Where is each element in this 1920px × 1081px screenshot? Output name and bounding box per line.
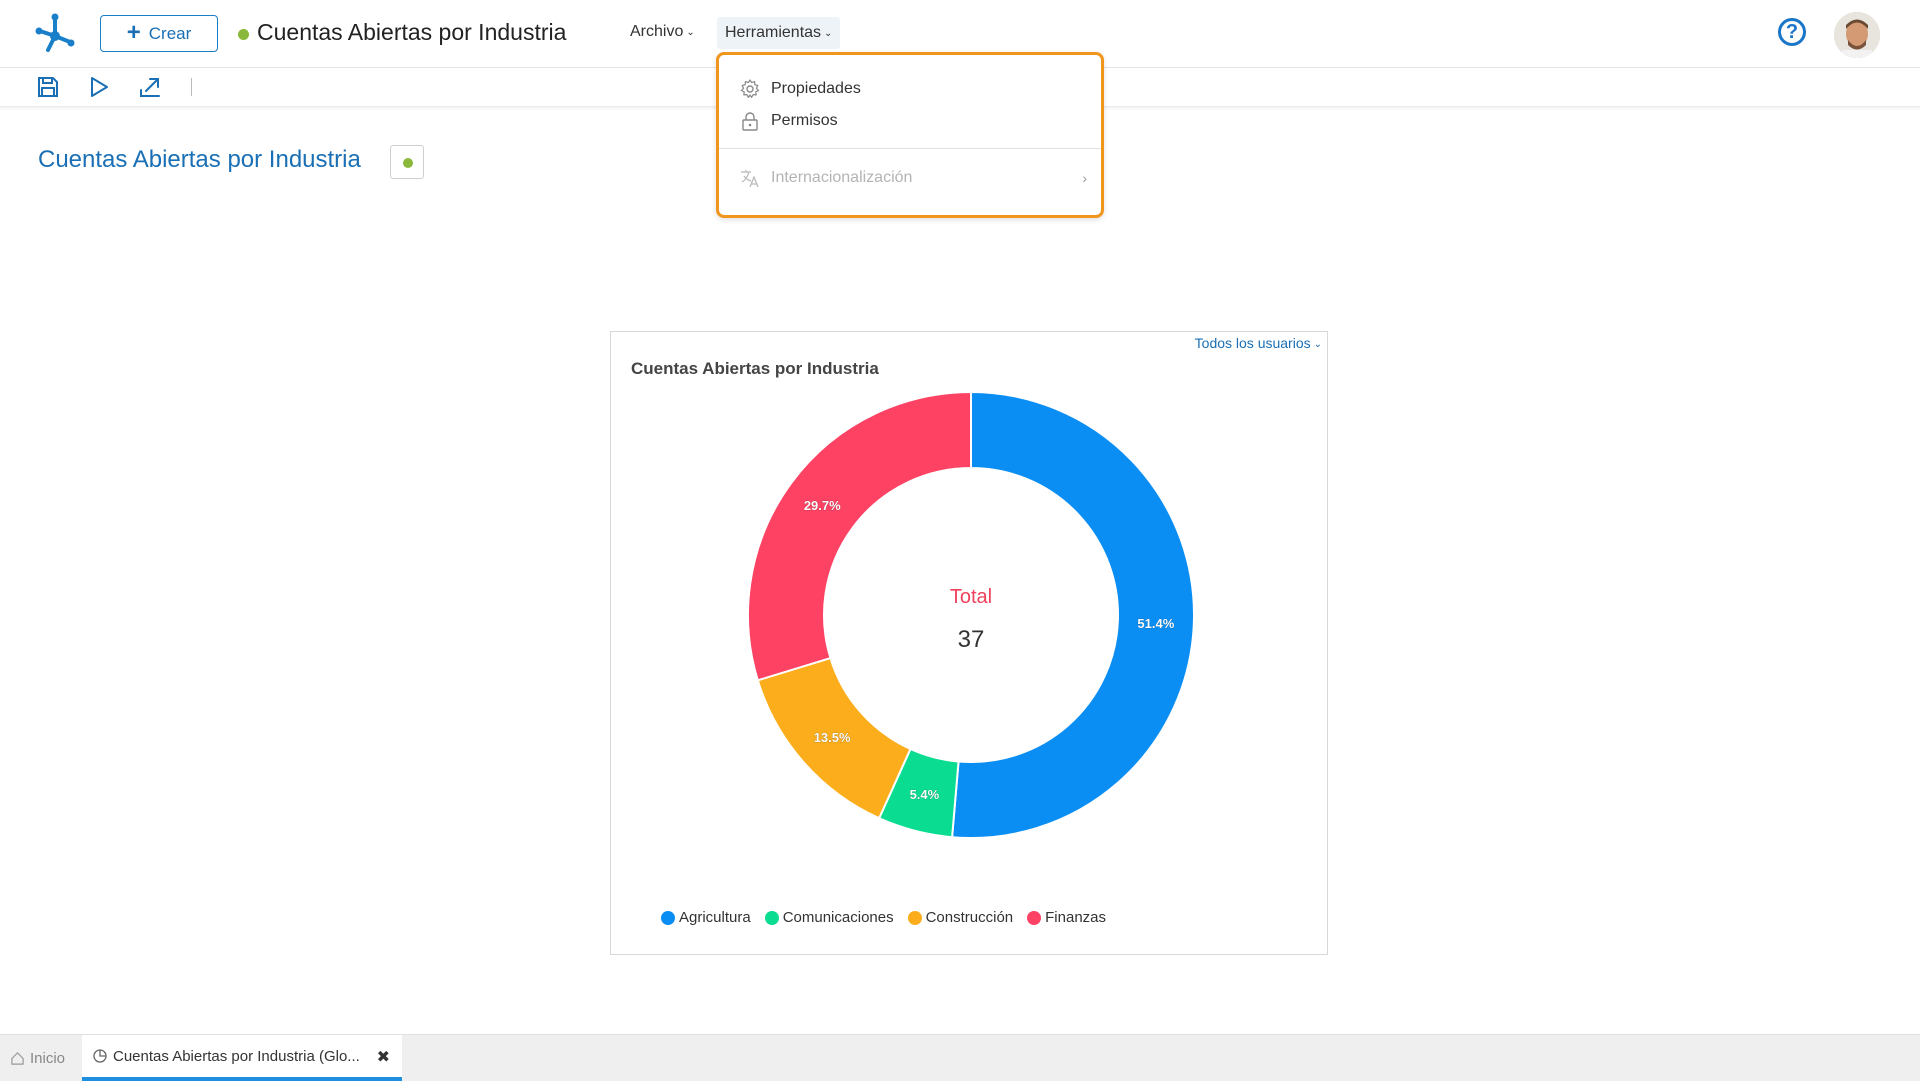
- legend-label: Comunicaciones: [782, 909, 894, 926]
- status-dot: [403, 158, 413, 168]
- app-title: Cuentas Abiertas por Industria: [257, 19, 567, 45]
- legend-label: Construcción: [925, 909, 1014, 926]
- home-icon: [11, 1051, 24, 1065]
- toolbar-divider: [191, 78, 192, 96]
- lock-icon: [742, 112, 758, 131]
- donut-slice-finanzas[interactable]: [747, 390, 972, 682]
- chart-legend: Agricultura Comunicaciones Construcción Fin…: [661, 909, 1106, 926]
- center-total-value: 37: [958, 626, 985, 653]
- tab-inicio[interactable]: Inicio: [10, 1035, 65, 1081]
- legend-swatch: [661, 910, 675, 925]
- menu-herramientas-label: Herramientas: [725, 24, 822, 41]
- slice-percent-label: 29.7%: [804, 498, 841, 513]
- legend-swatch: [1027, 910, 1042, 925]
- status-indicator: [238, 29, 249, 40]
- menu-herramientas[interactable]: Herramientas ⌄: [717, 17, 841, 49]
- page-title: Cuentas Abiertas por Industria: [38, 146, 361, 173]
- legend-item-construcción[interactable]: Construcción: [907, 909, 1014, 926]
- menu-item-label: Internacionalización: [771, 169, 913, 186]
- tab-label: Inicio: [30, 1049, 66, 1067]
- chart-title: Cuentas Abiertas por Industria: [631, 359, 879, 378]
- legend-label: Finanzas: [1045, 909, 1107, 926]
- legend-label: Agricultura: [679, 909, 751, 926]
- slice-percent-label: 51.4%: [1137, 616, 1174, 631]
- legend-swatch: [764, 910, 779, 925]
- tab-label: Cuentas Abiertas por Industria (Glo...: [113, 1047, 360, 1065]
- menu-item-internacionalizacion[interactable]: Internacionalización ›: [719, 162, 1101, 194]
- donut-chart: 51.4% 5.4% 13.5% 29.7% Total 37: [747, 390, 1195, 839]
- chevron-right-icon: ›: [1082, 170, 1087, 186]
- play-icon[interactable]: [88, 76, 110, 98]
- app-logo-icon[interactable]: [34, 12, 76, 54]
- create-button-label: Crear: [148, 23, 192, 43]
- menu-item-label: Permisos: [771, 112, 838, 129]
- translate-icon: [741, 170, 759, 188]
- bottom-tab-bar: Inicio Cuentas Abiertas por Industria (G…: [0, 1034, 1920, 1081]
- help-icon[interactable]: ?: [1778, 18, 1806, 46]
- legend-swatch: [907, 910, 922, 925]
- users-filter-dropdown[interactable]: Todos los usuarios ⌄: [1195, 335, 1322, 351]
- avatar[interactable]: [1834, 12, 1880, 58]
- menu-divider: [719, 148, 1101, 149]
- legend-item-finanzas[interactable]: Finanzas: [1027, 909, 1106, 926]
- donut-slice-agricultura[interactable]: [951, 390, 1195, 839]
- menu-item-propiedades[interactable]: Propiedades: [719, 73, 1101, 105]
- menu-archivo[interactable]: Archivo ⌄: [630, 23, 695, 41]
- export-icon[interactable]: [139, 76, 161, 98]
- menu-archivo-label: Archivo: [630, 23, 684, 40]
- plus-icon: +: [126, 18, 141, 46]
- close-icon[interactable]: ✖: [376, 1049, 390, 1066]
- chevron-down-icon: ⌄: [686, 27, 695, 38]
- center-total-label: Total: [950, 586, 992, 608]
- gear-icon: [740, 79, 760, 98]
- user-avatar-icon: [1834, 12, 1880, 58]
- tools-dropdown-menu: Propiedades Permisos Internacionalizació…: [716, 52, 1104, 218]
- status-badge[interactable]: [390, 145, 424, 179]
- pie-chart-icon: [93, 1049, 107, 1063]
- chart-card: Todos los usuarios ⌄ Cuentas Abiertas por…: [610, 331, 1328, 955]
- chevron-down-icon: ⌄: [824, 28, 833, 39]
- slice-percent-label: 13.5%: [814, 730, 851, 745]
- create-button[interactable]: + Crear: [100, 15, 218, 52]
- slice-percent-label: 5.4%: [910, 787, 940, 802]
- chevron-down-icon: ⌄: [1313, 339, 1322, 350]
- save-icon[interactable]: [37, 76, 59, 98]
- menu-item-label: Propiedades: [771, 80, 861, 97]
- legend-item-agricultura[interactable]: Agricultura: [661, 909, 751, 926]
- legend-item-comunicaciones[interactable]: Comunicaciones: [764, 909, 894, 926]
- menu-item-permisos[interactable]: Permisos: [719, 105, 1101, 137]
- tab-active-chart[interactable]: Cuentas Abiertas por Industria (Glo... ✖: [82, 1035, 402, 1081]
- users-filter-label: Todos los usuarios: [1194, 335, 1311, 351]
